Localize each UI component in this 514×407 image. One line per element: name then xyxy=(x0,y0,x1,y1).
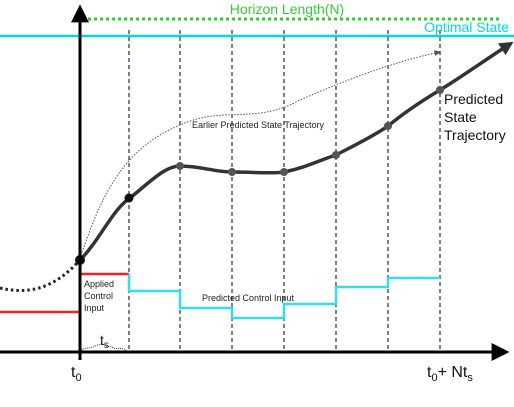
t0-nts-label: t0+ Nts xyxy=(427,364,473,384)
state-point-1 xyxy=(125,194,134,203)
state-point-7 xyxy=(436,86,444,94)
ts-label-sub: s xyxy=(104,340,109,351)
state-point-2 xyxy=(176,162,184,170)
predicted-trajectory-label-line2: State xyxy=(444,109,477,125)
state-point-3 xyxy=(228,168,236,176)
past-state-curve xyxy=(0,260,80,290)
state-point-6 xyxy=(384,122,392,130)
t0-label: t0 xyxy=(71,364,82,384)
predicted-state-trajectory xyxy=(80,44,510,260)
t0-nts-label-sub1: s xyxy=(467,372,473,384)
predicted-trajectory-label-line1: Predicted xyxy=(444,91,503,107)
applied-input-label: Applied Control Input xyxy=(84,279,117,313)
ts-label: ts xyxy=(100,332,109,351)
predicted-input-label: Predicted Control Input xyxy=(202,293,295,303)
applied-input-label-line1: Applied xyxy=(84,279,114,289)
state-point-4 xyxy=(280,168,288,176)
state-point-5 xyxy=(332,151,340,159)
applied-input-label-line3: Input xyxy=(84,303,105,313)
predicted-trajectory-label: Predicted State Trajectory xyxy=(444,91,507,143)
predicted-trajectory-label-line3: Trajectory xyxy=(444,127,506,143)
applied-input-label-line2: Control xyxy=(84,291,113,301)
horizon-label: Horizon Length(N) xyxy=(230,1,344,17)
t0-nts-label-mid: + Nt xyxy=(438,364,468,381)
earlier-trajectory-curve xyxy=(80,52,440,258)
earlier-trajectory-label: Earlier Predicted State Trajectory xyxy=(192,120,325,130)
optimal-state-label: Optimal State xyxy=(424,19,509,35)
t0-label-sub: 0 xyxy=(75,372,81,384)
